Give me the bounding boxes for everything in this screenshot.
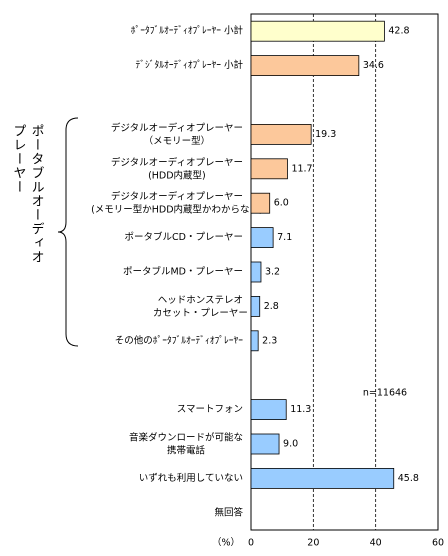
bar xyxy=(250,467,395,489)
value-label: 45.8 xyxy=(398,473,419,484)
y-tick-label: ﾃﾞｼﾞﾀﾙｵｰﾃﾞｨｵﾌﾟﾚｰﾔｰ 小計 xyxy=(135,59,243,71)
y-tick-label: ポータブルCD・プレーヤー xyxy=(125,231,243,243)
x-tick-label: 0 xyxy=(248,538,254,549)
bar xyxy=(250,433,280,455)
bar xyxy=(250,330,259,352)
value-label: 3.2 xyxy=(265,267,280,278)
value-label: 42.8 xyxy=(388,26,409,37)
value-label: 2.3 xyxy=(262,335,277,346)
value-label: 34.6 xyxy=(363,60,384,71)
x-tick-label: 20 xyxy=(307,538,319,549)
value-label: 2.8 xyxy=(264,301,279,312)
y-tick-label: いずれも利用していない xyxy=(139,472,243,484)
x-unit: （%） xyxy=(212,537,240,549)
y-tick-label: ポータブルMD・プレーヤー xyxy=(123,266,243,278)
y-tick-label: ヘッドホンステレオカセット・プレーヤー xyxy=(153,294,248,318)
group-label: ポータブルオーディオ xyxy=(29,124,44,264)
bar xyxy=(250,158,288,180)
bar xyxy=(250,20,385,42)
group-label: プレーヤー xyxy=(11,124,27,194)
value-label: 9.0 xyxy=(283,439,298,450)
bar xyxy=(250,55,360,76)
x-tick-label: 60 xyxy=(432,538,444,549)
x-tick-label: 40 xyxy=(370,538,382,549)
group-brace xyxy=(57,117,79,347)
y-tick-label: スマートフォン xyxy=(177,404,243,415)
y-tick-label: デジタルオーディオプレーヤー（メモリー型） xyxy=(111,121,243,146)
value-label: 11.3 xyxy=(290,404,311,415)
annotation: n=11646 xyxy=(363,388,407,399)
bar xyxy=(250,192,271,214)
y-tick-label: ﾎﾟｰﾀﾌﾞﾙｵｰﾃﾞｨｵﾌﾟﾚｰﾔｰ 小計 xyxy=(131,25,244,37)
bar xyxy=(250,227,274,249)
bar xyxy=(250,399,287,421)
value-label: 11.7 xyxy=(291,163,312,174)
value-label: 19.3 xyxy=(315,129,336,140)
y-tick-label: 無回答 xyxy=(214,506,243,518)
y-tick-label: その他のﾎﾟｰﾀﾌﾞﾙｵｰﾃﾞｨｵﾌﾟﾚｰﾔｰ xyxy=(115,334,244,346)
bar xyxy=(250,295,261,317)
value-label: 7.1 xyxy=(277,232,292,243)
y-tick-label: デジタルオーディオプレーヤー(HDD内蔵型) xyxy=(111,156,243,181)
y-tick-label: デジタルオーディオプレーヤー(メモリー型かHDD内蔵型かわからない) xyxy=(91,190,263,215)
value-label: 6.0 xyxy=(274,198,289,209)
bar xyxy=(250,124,312,145)
bar xyxy=(250,261,262,283)
y-tick-label: 音楽ダウンロードが可能な携帯電話 xyxy=(129,431,243,456)
